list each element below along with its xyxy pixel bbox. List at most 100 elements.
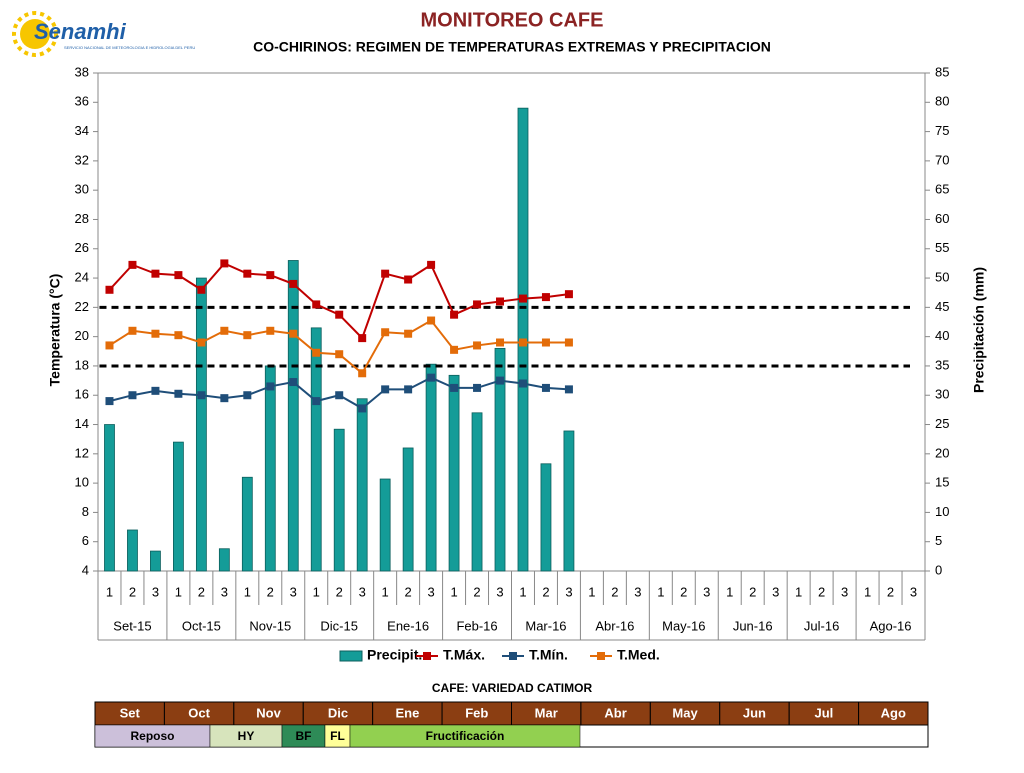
x-tick-label: 1 [450,584,457,599]
marker [427,260,436,269]
y2-tick-label: 45 [935,299,949,314]
marker [220,259,229,268]
marker [518,379,527,388]
y2-tick-label: 35 [935,357,949,372]
y-tick-label: 26 [75,240,89,255]
y-axis-label: Temperatura (°C) [47,274,63,387]
y-tick-label: 38 [75,64,89,79]
logo-sun [20,19,50,49]
bar [540,463,552,572]
y-tick-label: 14 [75,416,89,431]
marker [358,369,367,378]
month-label: May [672,705,698,720]
x-tick-label: 3 [634,584,641,599]
stage-cell [349,724,581,748]
x-tick-label: 2 [129,584,136,599]
bar [356,398,368,572]
marker [358,404,367,413]
group-label: Ago-16 [870,618,912,633]
x-tick-label: 2 [542,584,549,599]
legend-swatch [339,650,363,662]
x-tick-label: 1 [244,584,251,599]
marker [105,341,114,350]
month-label: Abr [604,705,626,720]
marker [450,383,459,392]
marker [496,297,505,306]
bar [218,548,230,572]
bar [448,374,460,572]
bar [402,447,414,572]
x-tick-label: 1 [519,584,526,599]
marker [266,271,275,280]
y2-tick-label: 50 [935,269,949,284]
x-tick-label: 3 [290,584,297,599]
marker [105,285,114,294]
y-tick-label: 8 [82,504,89,519]
y2-tick-label: 75 [935,123,949,138]
x-tick-label: 3 [359,584,366,599]
x-tick-label: 3 [565,584,572,599]
legend-label: T.Med. [617,647,660,663]
marker [220,326,229,335]
group-label: May-16 [662,618,705,633]
marker [289,279,298,288]
marker [174,389,183,398]
marker [105,397,114,406]
y2-tick-label: 20 [935,445,949,460]
chart-subtitle: CO-CHIRINOS: REGIMEN DE TEMPERATURAS EXT… [253,39,771,55]
legend-label: T.Máx. [443,647,485,663]
bar [333,428,345,572]
group-label: Nov-15 [249,618,291,633]
y2-tick-label: 55 [935,240,949,255]
marker [427,373,436,382]
x-tick-label: 1 [726,584,733,599]
marker [496,338,505,347]
month-label: Set [120,705,141,720]
marker [381,328,390,337]
stage-label: Fructificación [426,729,505,743]
bar [150,550,161,572]
group-label: Mar-16 [525,618,566,633]
y-tick-label: 6 [82,533,89,548]
y2-tick-label: 70 [935,152,949,167]
marker [312,348,321,357]
x-tick-label: 2 [818,584,825,599]
marker [518,294,527,303]
marker [243,269,252,278]
marker [404,385,413,394]
y2-tick-label: 15 [935,475,949,490]
group-label: Set-15 [113,618,151,633]
marker [473,300,482,309]
marker [381,385,390,394]
y2-tick-label: 5 [935,533,942,548]
marker [128,391,137,400]
group-label: Abr-16 [595,618,634,633]
marker [496,376,505,385]
marker [151,386,160,395]
marker [541,293,550,302]
marker [404,329,413,338]
marker [174,331,183,340]
y-tick-label: 20 [75,328,89,343]
marker [450,310,459,319]
marker [450,345,459,354]
marker [289,378,298,387]
x-tick-label: 2 [749,584,756,599]
x-tick-label: 1 [864,584,871,599]
legend-marker [509,652,517,660]
marker [404,275,413,284]
y-tick-label: 4 [82,562,89,577]
y2-tick-label: 40 [935,328,949,343]
x-tick-label: 1 [106,584,113,599]
x-tick-label: 3 [703,584,710,599]
marker [243,391,252,400]
marker [473,341,482,350]
marker [312,300,321,309]
bar [310,327,322,572]
marker [335,310,344,319]
x-tick-label: 3 [496,584,503,599]
phenology-title: CAFE: VARIEDAD CATIMOR [432,681,593,695]
stage-label: HY [238,729,255,743]
bar [287,260,299,572]
month-label: Jun [743,705,766,720]
